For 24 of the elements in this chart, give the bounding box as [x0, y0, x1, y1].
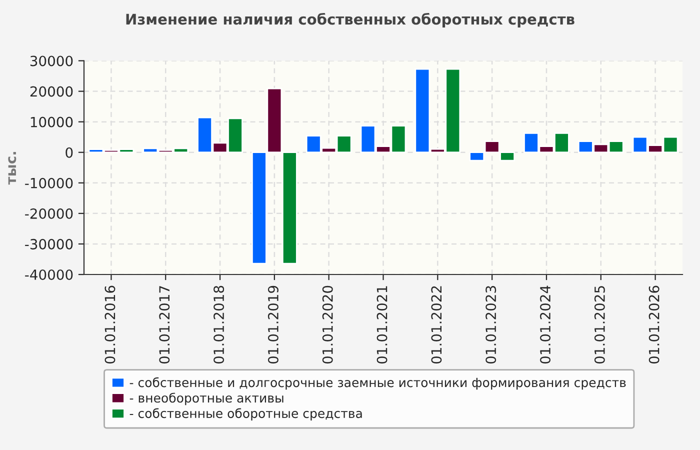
y-tick-label: -30000 — [25, 238, 73, 250]
x-tick-label: 01.01.2020 — [322, 286, 333, 364]
x-tick-label: 01.01.2026 — [648, 286, 660, 364]
legend-label: - внеоборотные активы — [130, 392, 284, 406]
y-tick-label: -10000 — [25, 178, 73, 188]
legend-label: - собственные оборотные средства — [130, 408, 362, 420]
x-tick-label: 01.01.2021 — [376, 286, 388, 364]
y-axis-title: тыс. — [8, 152, 16, 185]
legend-label: - собственные и долгосрочные заемные источники формирования средств — [130, 377, 626, 390]
x-tick-label: 01.01.2024 — [540, 286, 551, 364]
y-tick-label: -40000 — [25, 269, 73, 280]
x-tick-label: 01.01.2019 — [268, 286, 278, 364]
x-tick-label: 01.01.2016 — [104, 286, 116, 364]
x-tick-label: 01.01.2017 — [159, 286, 170, 364]
y-tick-label: 30000 — [30, 56, 73, 66]
y-tick-label: -20000 — [25, 208, 73, 219]
x-tick-label: 01.01.2018 — [214, 286, 224, 364]
y-tick-label: 10000 — [30, 116, 73, 128]
y-tick-label: 20000 — [30, 86, 73, 97]
chart-title: Изменение наличия собственных оборотных средств — [126, 12, 574, 28]
x-tick-label: 01.01.2022 — [431, 286, 442, 364]
y-tick-label: 0 — [66, 147, 73, 158]
x-tick-label: 01.01.2023 — [486, 286, 496, 364]
x-tick-label: 01.01.2025 — [594, 286, 605, 364]
